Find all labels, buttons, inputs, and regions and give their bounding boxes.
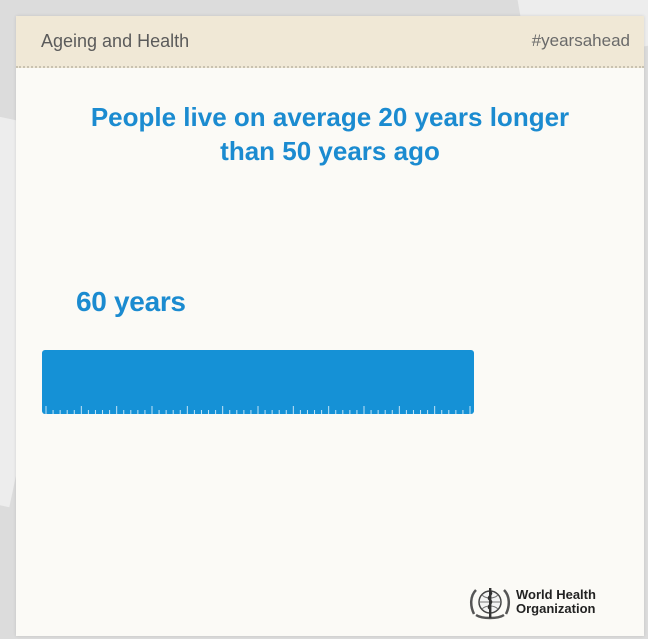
infographic-card: Ageing and Health #yearsahead People liv…	[16, 16, 644, 636]
who-name: World Health Organization	[516, 588, 596, 616]
bar-label: 60 years	[76, 286, 186, 317]
bar-track	[42, 350, 474, 414]
who-emblem-icon	[470, 588, 510, 620]
bar-ruler-ticks	[45, 406, 471, 414]
who-name-line-2: Organization	[516, 601, 596, 616]
hashtag: #yearsahead	[531, 31, 630, 50]
who-name-line-1: World Health	[516, 587, 596, 602]
headline: People live on average 20 years longer t…	[16, 100, 644, 168]
who-logo: World Health Organization	[468, 582, 596, 622]
life-expectancy-bar	[42, 350, 474, 414]
headline-line-1: People live on average 20 years longer	[90, 102, 570, 132]
topic-title: Ageing and Health	[41, 30, 190, 51]
headline-line-2: than 50 years ago	[220, 136, 440, 166]
card-header: Ageing and Health #yearsahead	[16, 16, 644, 68]
